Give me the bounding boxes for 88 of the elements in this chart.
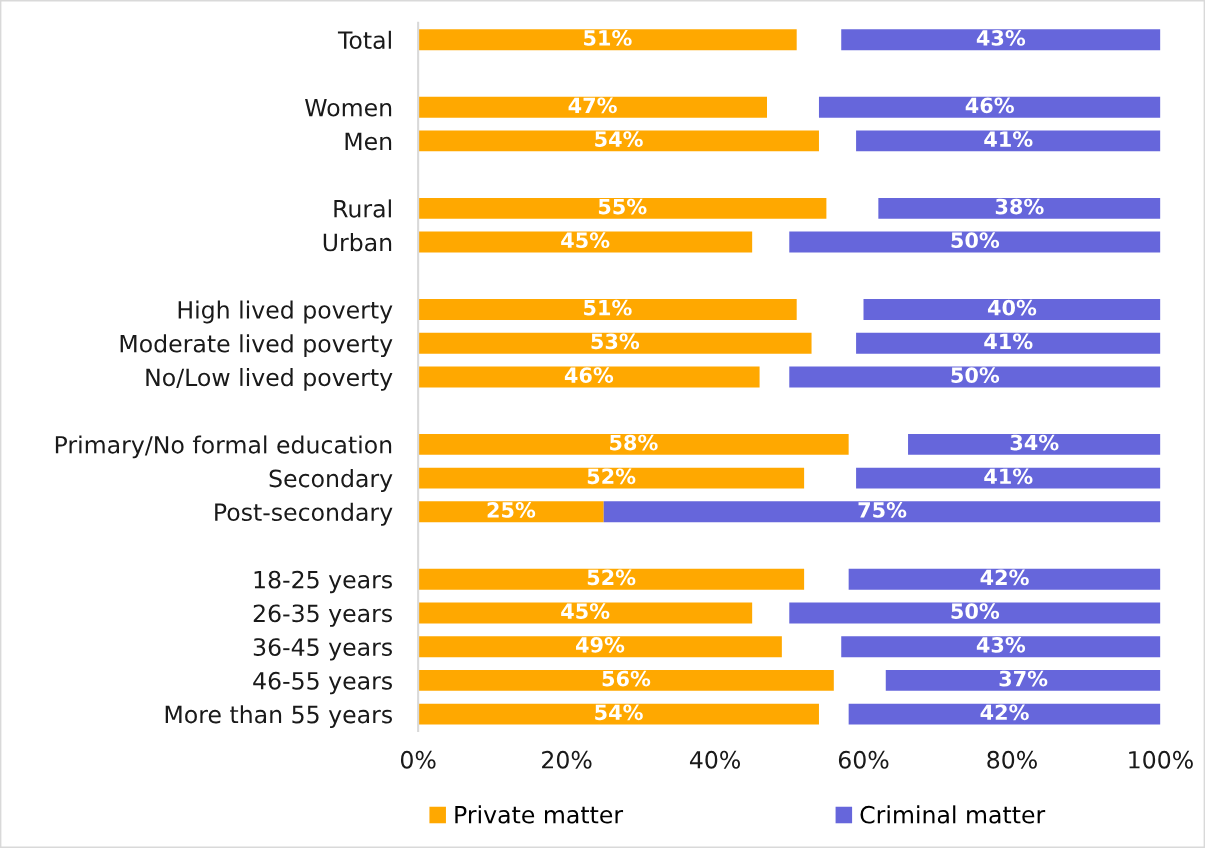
bar: [418, 467, 805, 489]
bar: [848, 703, 1161, 725]
y-tick-label: Moderate lived poverty: [120, 334, 393, 358]
bar: [841, 29, 1161, 51]
data-label: 50%: [951, 367, 1000, 383]
bar: [418, 96, 768, 118]
data-label: 54%: [595, 704, 643, 721]
bar: [418, 299, 797, 320]
x-tick-label: 80%: [987, 750, 1037, 769]
bar: [418, 231, 753, 253]
bar: [418, 636, 782, 658]
y-tick-label: More than 55 years: [165, 705, 392, 728]
data-label: 41%: [984, 131, 1033, 147]
bar: [841, 636, 1161, 658]
bar: [856, 467, 1161, 489]
y-tick-label: 26-35 years: [253, 604, 392, 627]
data-label: 56%: [602, 670, 651, 687]
bar: [789, 366, 1161, 388]
data-label: 40%: [987, 299, 1037, 316]
data-label: 37%: [999, 670, 1048, 687]
bar: [856, 332, 1161, 354]
data-label: 45%: [561, 232, 610, 249]
x-tick-label: 20%: [542, 750, 592, 769]
y-tick-label: Rural: [334, 199, 391, 218]
y-tick-label: No/Low lived poverty: [146, 367, 393, 391]
bar: [418, 669, 834, 691]
y-tick-label: Women: [305, 98, 392, 117]
data-label: 45%: [561, 603, 610, 620]
bar: [418, 568, 805, 590]
data-label: 51%: [584, 30, 632, 46]
data-label: 46%: [564, 367, 614, 383]
y-tick-label: 18-25 years: [254, 570, 392, 594]
x-tick-label: 0%: [400, 750, 436, 769]
y-tick-label: Men: [345, 132, 392, 151]
bar: [418, 433, 849, 455]
y-tick-label: High lived poverty: [178, 300, 393, 324]
data-label: 43%: [976, 30, 1026, 46]
bar: [848, 568, 1161, 590]
data-label: 42%: [980, 569, 1029, 586]
data-label: 34%: [1010, 434, 1059, 451]
bar: [418, 130, 819, 152]
x-tick-label: 60%: [838, 750, 889, 769]
bar: [418, 197, 827, 219]
bar: [418, 501, 604, 523]
data-label: 53%: [591, 333, 640, 350]
data-label: 42%: [980, 704, 1029, 721]
bar: [789, 231, 1161, 253]
data-label: 47%: [568, 97, 617, 114]
bar: [863, 299, 1161, 320]
bar: [418, 366, 760, 388]
bar: [885, 669, 1161, 691]
y-tick-label: Total: [337, 30, 391, 50]
x-tick-label: 100%: [1129, 750, 1193, 769]
bar: [418, 29, 797, 51]
data-label: 46%: [965, 97, 1014, 114]
data-label: 41%: [984, 468, 1033, 485]
data-label: 38%: [995, 198, 1044, 215]
data-label: 58%: [610, 434, 658, 451]
data-label: 75%: [858, 502, 907, 518]
data-label: 55%: [598, 198, 647, 215]
y-tick-label: Urban: [323, 233, 392, 252]
bar: [418, 703, 819, 725]
data-label: 49%: [576, 636, 625, 653]
y-tick-label: Secondary: [269, 469, 393, 492]
data-label: 25%: [487, 502, 536, 518]
data-label: 43%: [976, 636, 1026, 653]
y-tick-label: 46-55 years: [253, 671, 392, 695]
y-tick-label: Post-secondary: [215, 502, 393, 526]
bar: [856, 130, 1161, 152]
data-label: 54%: [595, 131, 643, 147]
bar: [908, 433, 1161, 455]
data-label: 50%: [951, 603, 1000, 620]
data-label: 51%: [584, 299, 632, 316]
legend-label: Private matter: [455, 805, 624, 824]
bar: [789, 602, 1161, 624]
data-label: 52%: [587, 569, 636, 586]
data-label: 50%: [951, 232, 1000, 249]
x-tick-label: 40%: [689, 750, 740, 769]
legend-label: Criminal matter: [860, 805, 1046, 824]
bar: [418, 602, 753, 624]
y-tick-label: 36-45 years: [253, 638, 392, 661]
data-label: 52%: [587, 468, 636, 485]
data-label: 41%: [984, 333, 1033, 350]
bar: [878, 197, 1161, 219]
bar: [818, 96, 1161, 118]
bar: [418, 332, 812, 354]
y-tick-label: Primary/No formal education: [55, 435, 392, 459]
bar: [603, 501, 1161, 523]
